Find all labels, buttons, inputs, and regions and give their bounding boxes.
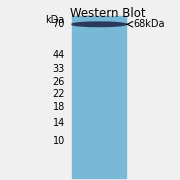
- Text: 26: 26: [52, 77, 65, 87]
- Text: 22: 22: [52, 89, 65, 99]
- Text: 18: 18: [53, 102, 65, 112]
- Text: 44: 44: [53, 50, 65, 60]
- Text: 68kDa: 68kDa: [133, 19, 165, 29]
- Text: 14: 14: [53, 118, 65, 128]
- Ellipse shape: [72, 22, 126, 27]
- Text: Western Blot: Western Blot: [70, 7, 146, 20]
- Bar: [72, 16, 126, 178]
- Text: 10: 10: [53, 136, 65, 146]
- Text: 33: 33: [53, 64, 65, 74]
- Text: 70: 70: [52, 19, 65, 29]
- Text: kDa: kDa: [46, 15, 65, 25]
